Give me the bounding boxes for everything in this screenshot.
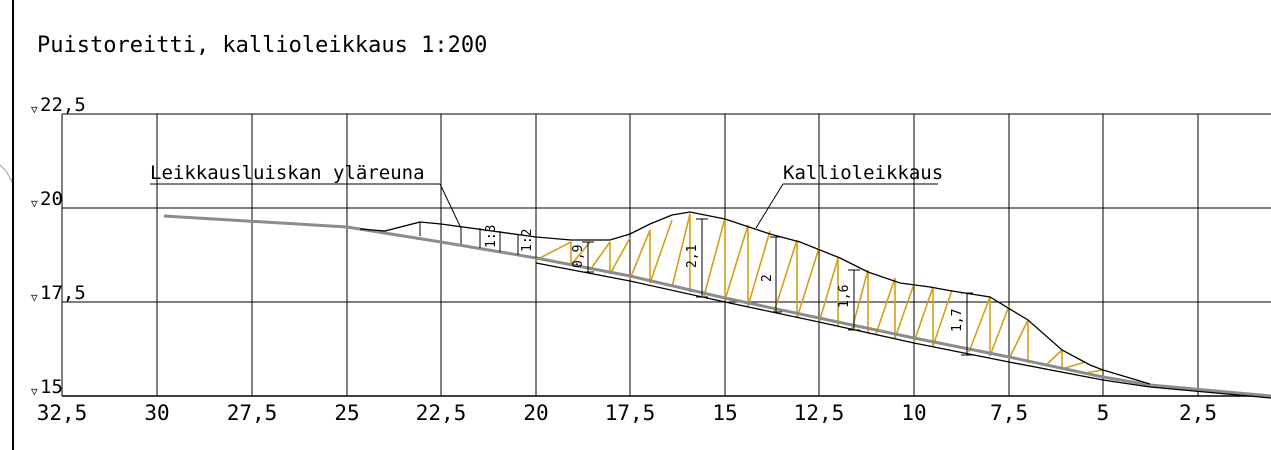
slope-ratio-1-2: 1:2 bbox=[520, 229, 535, 252]
slope-ratio-1-3: 1:3 bbox=[484, 225, 499, 248]
svg-text:Kallioleikkaus: Kallioleikkaus bbox=[783, 162, 943, 184]
station-label: 30 bbox=[144, 401, 169, 425]
ground-line bbox=[163, 214, 1271, 398]
svg-text:▽: ▽ bbox=[31, 291, 38, 304]
station-label: 12,5 bbox=[794, 401, 845, 425]
elevation-label-17-5: 17,5 bbox=[40, 282, 86, 304]
station-label: 7,5 bbox=[990, 401, 1028, 425]
slope-hatching bbox=[384, 221, 537, 258]
station-label: 5 bbox=[1097, 401, 1110, 425]
rock-cut-hatching bbox=[535, 213, 1104, 374]
rock-surface-outline bbox=[359, 211, 1151, 385]
elevation-label-22-5: 22,5 bbox=[40, 94, 86, 116]
cut-depth-label: 0,9 bbox=[571, 245, 586, 268]
station-label: 22,5 bbox=[416, 401, 467, 425]
svg-text:▽: ▽ bbox=[31, 197, 38, 210]
cut-bottom-line bbox=[535, 262, 1271, 399]
drawing-title: Puistoreitti, kallioleikkaus 1:200 bbox=[37, 33, 487, 58]
grid bbox=[61, 113, 1271, 397]
callout-slope-top: Leikkausluiskan yläreuna bbox=[150, 162, 461, 227]
cut-depth-label: 2,1 bbox=[685, 245, 700, 268]
station-label: 25 bbox=[334, 401, 359, 425]
cut-depth-label: 1,6 bbox=[837, 285, 852, 308]
svg-text:Leikkausluiskan yläreuna: Leikkausluiskan yläreuna bbox=[150, 162, 425, 184]
frame-arc bbox=[0, 164, 13, 183]
station-label: 27,5 bbox=[227, 401, 278, 425]
station-label: 15 bbox=[712, 401, 737, 425]
svg-text:▽: ▽ bbox=[31, 385, 38, 398]
svg-text:▽: ▽ bbox=[31, 103, 38, 116]
station-label: 20 bbox=[523, 401, 548, 425]
depth-dimensions bbox=[582, 218, 973, 356]
elevation-label-20: 20 bbox=[40, 188, 63, 210]
station-labels: 32,5 30 27,5 25 22,5 20 17,5 15 12,5 10 … bbox=[37, 401, 1217, 425]
station-label: 2,5 bbox=[1179, 401, 1217, 425]
elevation-label-15: 15 bbox=[40, 376, 63, 398]
callout-rock-cut: Kallioleikkaus bbox=[755, 162, 943, 229]
elevation-labels: ▽ 22,5 ▽ 20 ▽ 17,5 ▽ 15 bbox=[31, 94, 86, 398]
station-label: 17,5 bbox=[605, 401, 656, 425]
cut-depth-label: 2 bbox=[760, 274, 775, 282]
station-label: 32,5 bbox=[37, 401, 88, 425]
station-label: 10 bbox=[901, 401, 926, 425]
cut-depth-label: 1,7 bbox=[950, 309, 965, 332]
